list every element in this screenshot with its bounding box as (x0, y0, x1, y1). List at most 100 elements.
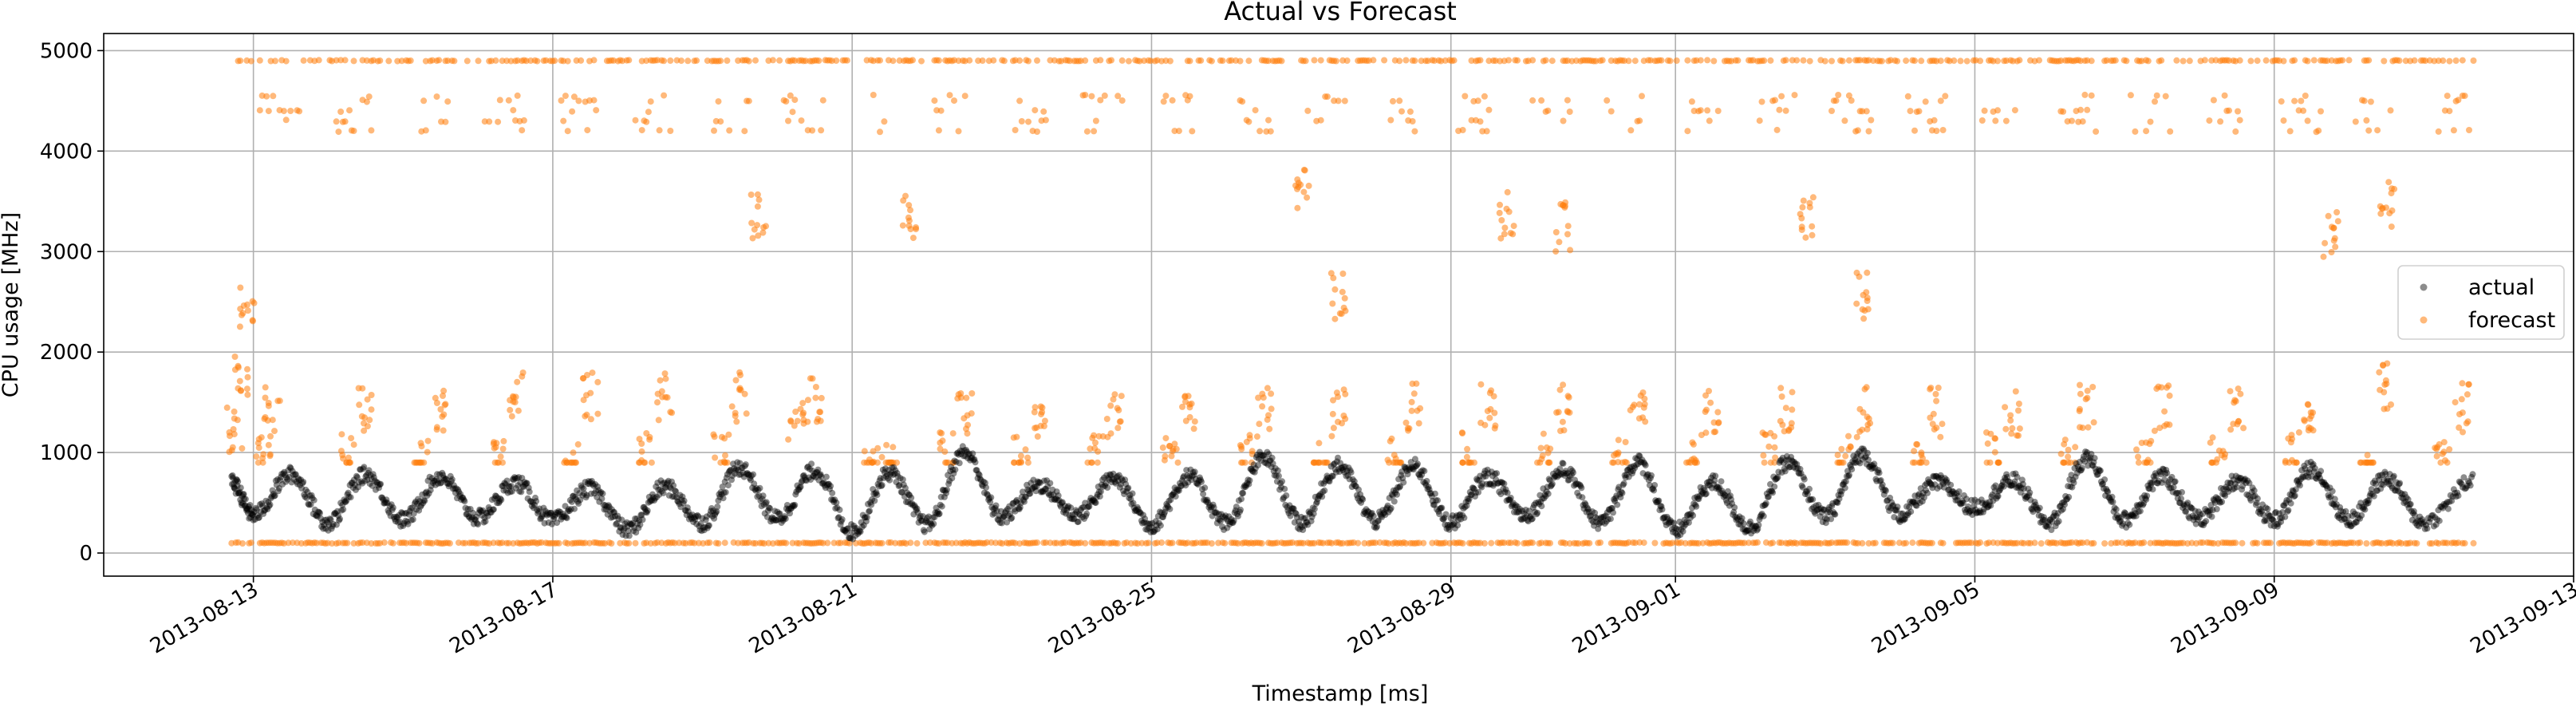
actual-point (441, 476, 448, 484)
forecast-point (2388, 190, 2395, 197)
forecast-point (1762, 431, 1769, 438)
forecast-point (1450, 57, 1458, 64)
forecast-point (2226, 107, 2232, 114)
forecast-point (1553, 409, 1560, 416)
actual-point (296, 476, 302, 484)
actual-point (2358, 511, 2365, 519)
actual-point (244, 506, 251, 513)
actual-point (396, 518, 404, 525)
actual-point (375, 481, 381, 488)
actual-point (665, 477, 672, 484)
forecast-point (344, 539, 351, 547)
forecast-point (1481, 421, 1489, 429)
actual-point (494, 500, 501, 507)
actual-point (336, 517, 342, 524)
forecast-point (1951, 57, 1958, 64)
actual-point (350, 476, 357, 484)
actual-point (294, 475, 302, 482)
forecast-point (2452, 57, 2460, 64)
forecast-point (964, 412, 971, 419)
forecast-point (1995, 459, 2002, 466)
actual-point (384, 500, 391, 507)
forecast-point (2361, 97, 2368, 105)
actual-point (266, 501, 274, 508)
actual-point (333, 521, 340, 528)
forecast-point (2357, 539, 2364, 546)
forecast-point (843, 57, 850, 64)
forecast-point (1394, 459, 1401, 466)
forecast-point (2015, 432, 2022, 439)
forecast-point (1754, 539, 1761, 546)
forecast-point (1939, 539, 1947, 547)
forecast-point (1486, 414, 1493, 421)
actual-point (1501, 480, 1508, 488)
actual-point (671, 493, 678, 500)
actual-point (632, 515, 639, 522)
actual-point (470, 520, 477, 527)
forecast-point (2173, 57, 2180, 64)
forecast-point (2305, 427, 2312, 434)
forecast-point (1847, 443, 1854, 450)
forecast-point (2016, 425, 2023, 432)
forecast-point (1503, 205, 1510, 212)
actual-point (417, 503, 424, 510)
forecast-point (1408, 398, 1415, 405)
forecast-point (870, 448, 877, 455)
forecast-point (1714, 108, 1722, 114)
forecast-point (1559, 418, 1566, 425)
forecast-point (1463, 453, 1470, 460)
forecast-point (1496, 209, 1503, 216)
forecast-point (1115, 407, 1122, 413)
actual-point (423, 488, 430, 496)
actual-point (378, 494, 385, 501)
actual-point (535, 510, 542, 517)
forecast-point (2031, 539, 2038, 547)
actual-point (1438, 504, 1446, 511)
actual-point (634, 520, 641, 527)
forecast-point (359, 385, 366, 392)
forecast-point (1170, 445, 1177, 452)
actual-point (245, 503, 252, 510)
forecast-point (2235, 108, 2241, 115)
forecast-point (1398, 108, 1405, 115)
forecast-point (2239, 539, 2246, 547)
forecast-point (1915, 108, 1923, 115)
forecast-point (356, 401, 363, 409)
actual-point (639, 516, 646, 523)
forecast-point (1300, 166, 1308, 173)
forecast-point (819, 97, 826, 104)
actual-point (258, 508, 264, 515)
forecast-point (776, 57, 783, 64)
forecast-point (1267, 128, 1274, 135)
actual-point (653, 494, 661, 500)
actual-point (401, 510, 408, 517)
actual-point (239, 500, 247, 507)
actual-point (262, 507, 269, 514)
actual-point (655, 486, 662, 493)
actual-point (242, 496, 249, 503)
actual-point (331, 509, 338, 516)
forecast-point (1706, 388, 1712, 394)
forecast-point (1118, 57, 1126, 64)
forecast-point (1025, 57, 1032, 65)
actual-point (582, 479, 589, 486)
forecast-point (1208, 540, 1215, 547)
forecast-point (1556, 239, 1563, 246)
forecast-point (1771, 459, 1778, 466)
forecast-point (711, 127, 717, 134)
actual-point (938, 503, 945, 510)
actual-point (595, 487, 602, 494)
actual-point (2126, 521, 2133, 528)
forecast-point (1037, 422, 1044, 429)
forecast-point (1564, 231, 1571, 238)
forecast-point (1255, 394, 1262, 401)
actual-point (554, 519, 561, 527)
actual-point (1200, 491, 1207, 498)
actual-point (594, 494, 601, 501)
actual-point (628, 521, 635, 528)
actual-point (592, 481, 599, 488)
forecast-point (2363, 540, 2370, 547)
forecast-point (1000, 57, 1008, 65)
actual-point (640, 504, 647, 511)
forecast-point (1221, 539, 1229, 547)
